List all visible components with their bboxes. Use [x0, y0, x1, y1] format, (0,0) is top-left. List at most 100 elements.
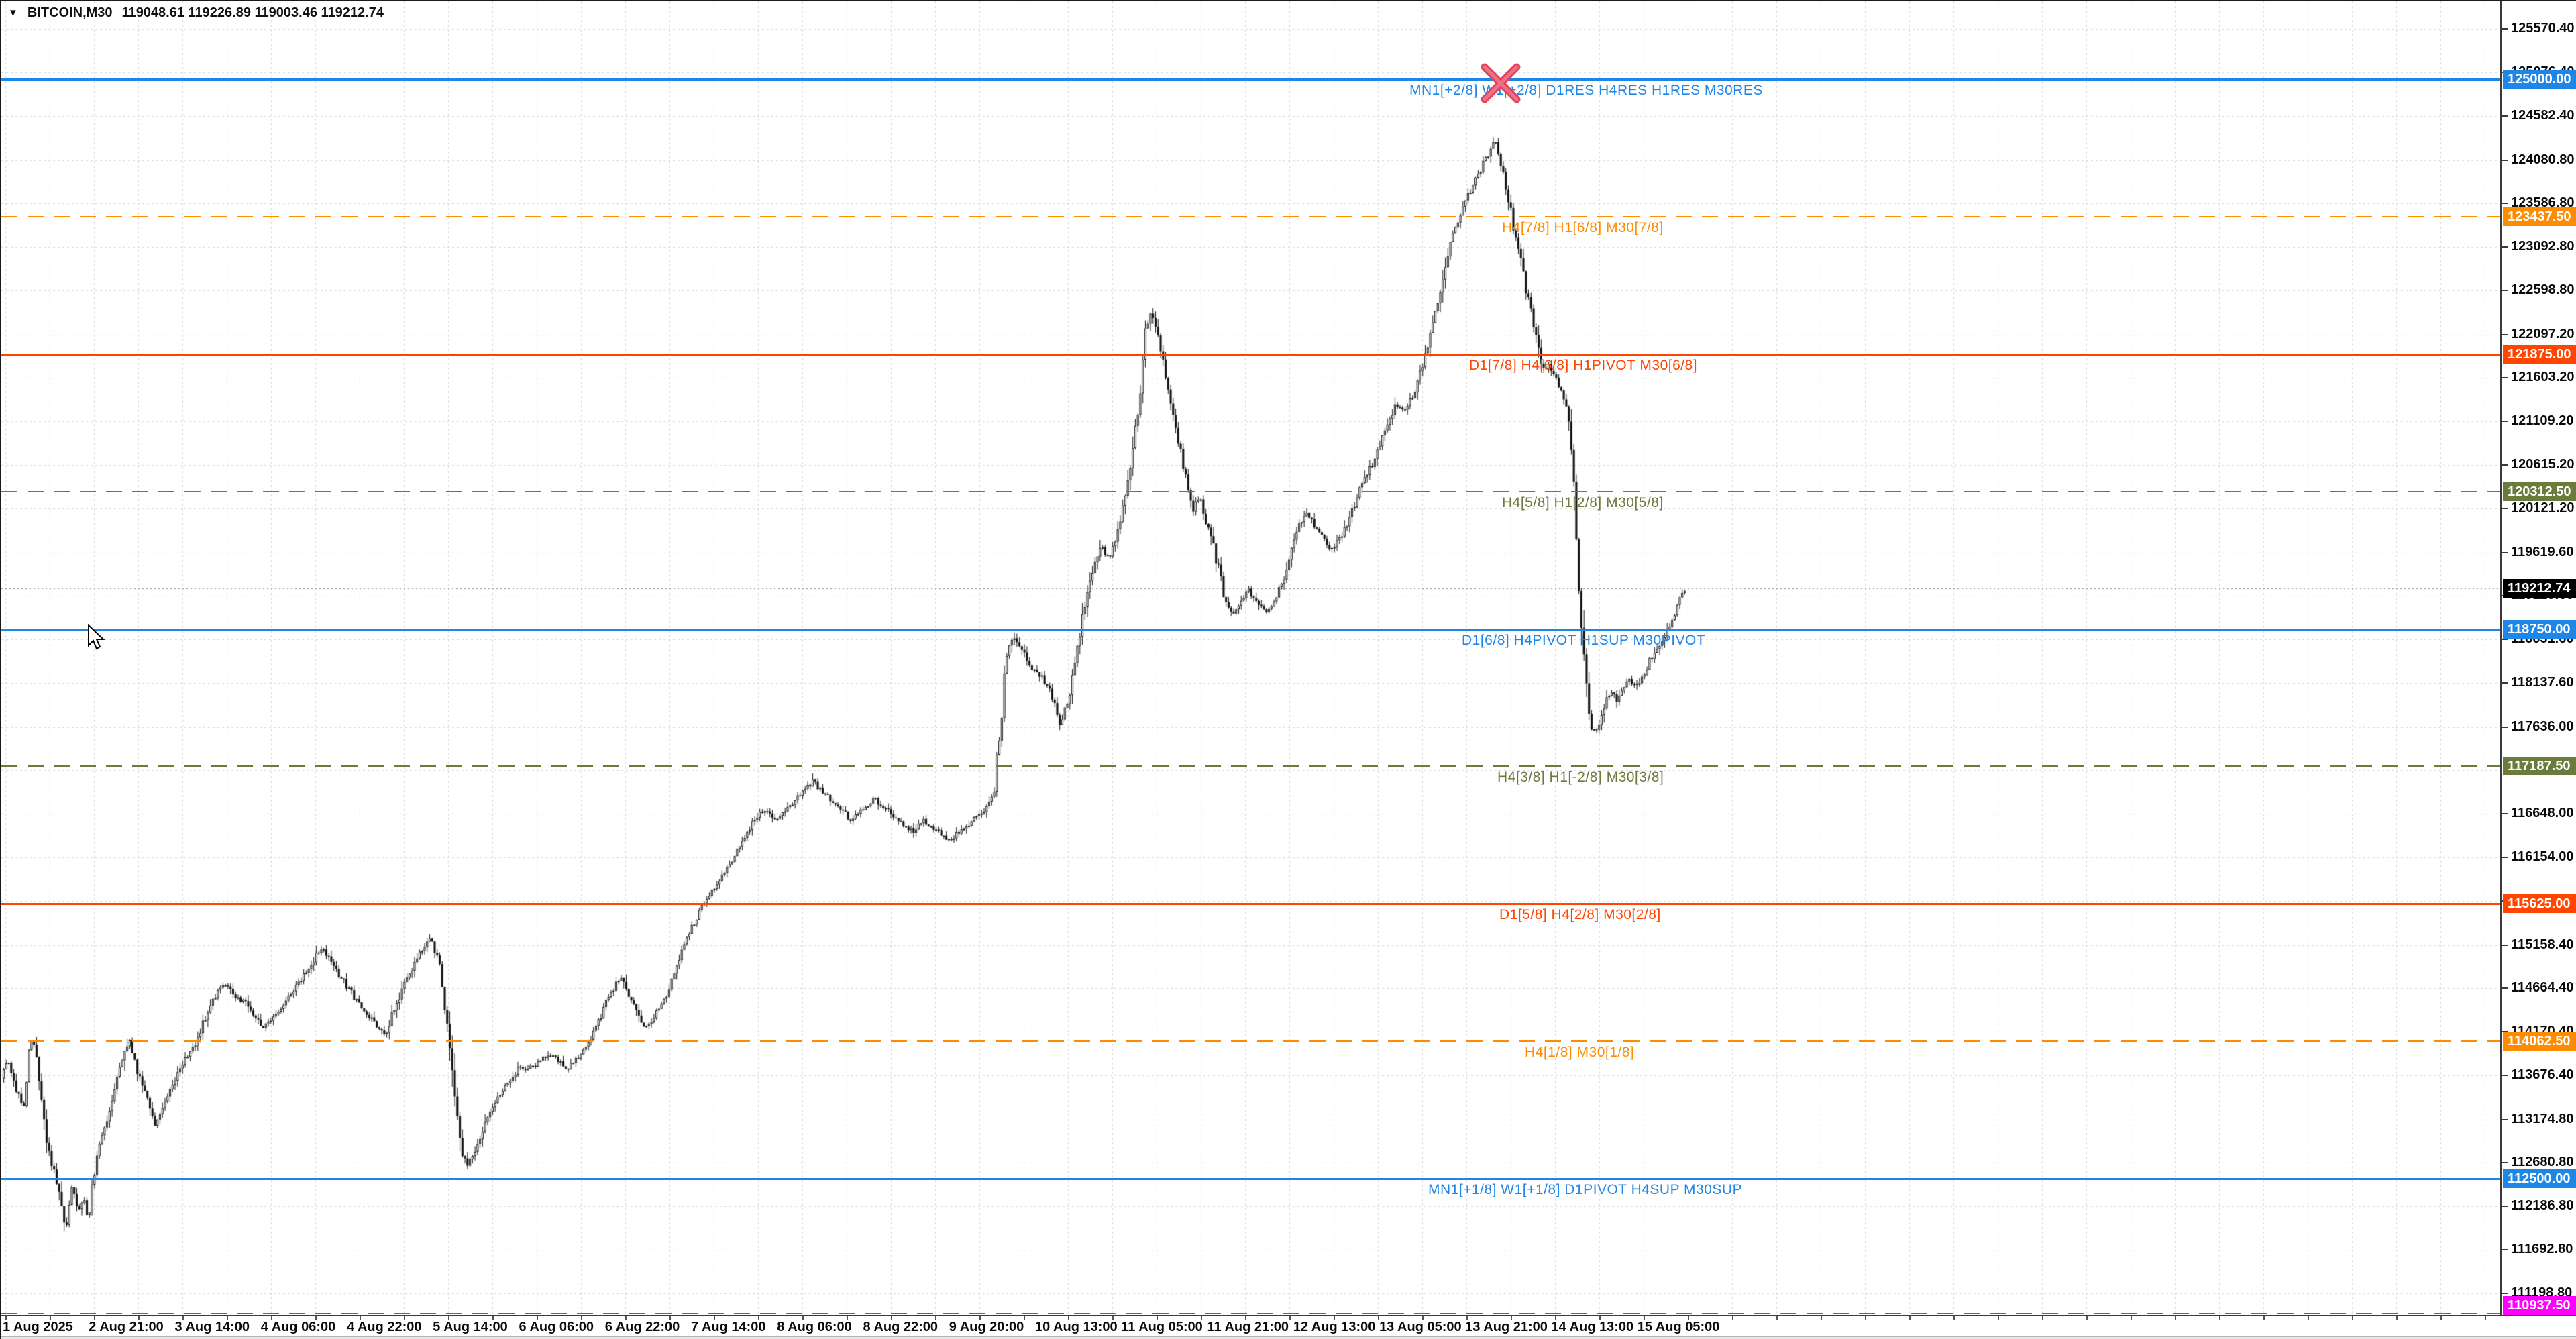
- price-axis-label: 116154.00: [2511, 849, 2574, 864]
- price-axis-label: 120121.20: [2511, 500, 2575, 515]
- time-axis-label: 8 Aug 06:00: [777, 1320, 852, 1334]
- time-axis-tick: [227, 1316, 228, 1320]
- time-axis-tick: [1732, 1316, 1733, 1320]
- price-axis-tick: [2502, 813, 2508, 815]
- price-axis-label: 118137.60: [2511, 674, 2574, 690]
- time-axis-tick: [758, 1316, 759, 1320]
- time-axis-tick: [847, 1316, 848, 1320]
- price-axis-label: 111692.80: [2511, 1241, 2573, 1256]
- price-axis-label: 113676.40: [2511, 1067, 2574, 1082]
- price-axis-tick: [2502, 639, 2508, 641]
- chart-ohlc-values: 119048.61 119226.89 119003.46 119212.74: [121, 5, 384, 20]
- price-axis-tick: [2502, 682, 2508, 684]
- price-axis-label: 124582.40: [2511, 107, 2575, 123]
- symbol-dropdown-icon[interactable]: ▼: [8, 7, 18, 19]
- time-axis-tick: [1289, 1316, 1291, 1320]
- time-axis-tick: [1821, 1316, 1822, 1320]
- price-axis-tick: [2502, 28, 2508, 30]
- price-axis-label: 125570.40: [2511, 21, 2575, 36]
- time-axis-tick: [1555, 1316, 1556, 1320]
- time-axis-tick: [2086, 1316, 2088, 1320]
- price-level-badge: 115625.00: [2503, 894, 2576, 914]
- price-axis-tick: [2502, 507, 2508, 509]
- price-level-badge: 120312.50: [2503, 482, 2576, 501]
- price-axis-label: 115158.40: [2511, 936, 2574, 952]
- price-axis-tick: [2502, 987, 2508, 989]
- price-axis-tick: [2502, 464, 2508, 466]
- time-axis-tick: [1334, 1316, 1335, 1320]
- price-axis-label: 122598.80: [2511, 282, 2575, 297]
- price-axis-label: 119619.60: [2511, 544, 2574, 559]
- time-axis-tick: [2131, 1316, 2132, 1320]
- price-axis-label: 117636.00: [2511, 718, 2574, 734]
- price-axis-tick: [2502, 1074, 2508, 1076]
- time-axis-tick: [1068, 1316, 1069, 1320]
- time-axis-label: 2 Aug 21:00: [89, 1320, 164, 1334]
- time-axis-label: 7 Aug 14:00: [691, 1320, 766, 1334]
- time-axis-tick: [1466, 1316, 1468, 1320]
- time-axis-tick: [2042, 1316, 2043, 1320]
- time-axis-tick: [1201, 1316, 1202, 1320]
- price-level-badge: 123437.50: [2503, 207, 2576, 226]
- time-axis-label: 6 Aug 06:00: [519, 1320, 594, 1334]
- time-axis-tick: [2219, 1316, 2220, 1320]
- time-axis-tick: [537, 1316, 538, 1320]
- chart-symbol-timeframe: BITCOIN,M30: [27, 5, 113, 20]
- time-axis-label: 3 Aug 14:00: [174, 1320, 250, 1334]
- current-price-badge: 119212.74: [2503, 578, 2576, 598]
- time-axis-tick: [492, 1316, 494, 1320]
- time-axis[interactable]: 1 Aug 2025 2 Aug 21:00 3 Aug 14:00 4 Aug 06…: [1, 1315, 2576, 1336]
- time-axis-tick: [1245, 1316, 1246, 1320]
- price-axis-tick: [2502, 1162, 2508, 1164]
- time-axis-label: 12 Aug 13:00: [1293, 1320, 1376, 1334]
- sell-cross-marker[interactable]: [1477, 59, 1525, 107]
- time-axis-label: 13 Aug 21:00: [1465, 1320, 1548, 1334]
- time-axis-tick: [271, 1316, 272, 1320]
- time-axis-tick: [2440, 1316, 2442, 1320]
- time-axis-tick: [1953, 1316, 1955, 1320]
- window-bottom-strip: [1, 1336, 2576, 1339]
- price-axis-tick: [2502, 421, 2508, 423]
- price-axis-tick: [2502, 1292, 2508, 1294]
- price-axis-label: 121109.20: [2511, 413, 2574, 429]
- price-axis-tick: [2502, 1118, 2508, 1120]
- time-axis-label: 4 Aug 22:00: [347, 1320, 422, 1334]
- price-axis-label: 123586.80: [2511, 195, 2575, 211]
- chart-plot-area[interactable]: MN1[+2/8] W1[+2/8] D1RES H4RES H1RES M30…: [1, 1, 2500, 1315]
- time-axis-tick: [1378, 1316, 1379, 1320]
- price-axis-label: 116648.00: [2511, 806, 2574, 821]
- price-axis-label: 120615.20: [2511, 456, 2575, 472]
- time-axis-tick: [448, 1316, 449, 1320]
- time-axis-label: 11 Aug 21:00: [1207, 1320, 1289, 1334]
- time-axis-tick: [625, 1316, 627, 1320]
- time-axis-tick: [802, 1316, 804, 1320]
- time-axis-tick: [94, 1316, 95, 1320]
- price-axis-tick: [2502, 856, 2508, 858]
- time-axis-tick: [1422, 1316, 1424, 1320]
- time-axis-label: 14 Aug 13:00: [1551, 1320, 1634, 1334]
- price-level-badge: 110937.50: [2503, 1296, 2576, 1315]
- price-axis-label: 114664.40: [2511, 980, 2574, 996]
- time-axis-tick: [1776, 1316, 1778, 1320]
- time-axis-label: 10 Aug 13:00: [1035, 1320, 1118, 1334]
- time-axis-tick: [935, 1316, 936, 1320]
- price-axis-label: 112680.80: [2511, 1155, 2574, 1170]
- price-level-badge: 112500.00: [2503, 1169, 2576, 1189]
- mouse-cursor-icon: [88, 624, 105, 650]
- price-axis[interactable]: 125570.40125076.40124582.40124080.801235…: [2500, 1, 2576, 1315]
- price-level-badge: 125000.00: [2503, 70, 2576, 89]
- time-axis-label: 8 Aug 22:00: [863, 1320, 938, 1334]
- time-axis-label: 9 Aug 20:00: [949, 1320, 1024, 1334]
- time-axis-tick: [1688, 1316, 1689, 1320]
- price-axis-label: 113174.80: [2511, 1111, 2574, 1126]
- time-axis-tick: [1157, 1316, 1158, 1320]
- time-axis-label: 6 Aug 22:00: [604, 1320, 680, 1334]
- time-axis-label: 11 Aug 05:00: [1121, 1320, 1203, 1334]
- time-axis-label: 4 Aug 06:00: [260, 1320, 336, 1334]
- time-axis-tick: [1865, 1316, 1866, 1320]
- price-axis-tick: [2502, 1206, 2508, 1208]
- time-axis-label: 15 Aug 05:00: [1637, 1320, 1720, 1334]
- price-axis-label: 124080.80: [2511, 152, 2575, 167]
- time-axis-tick: [138, 1316, 140, 1320]
